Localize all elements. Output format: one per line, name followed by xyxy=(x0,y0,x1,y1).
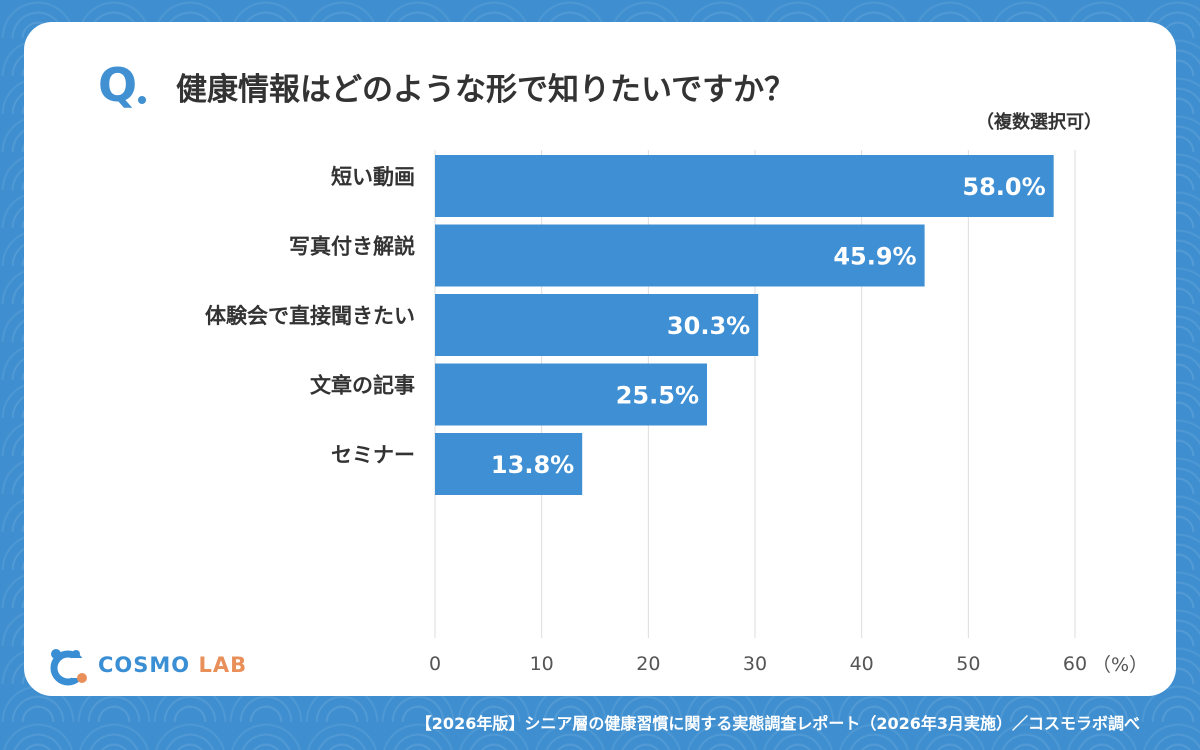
x-tick-label: 10 xyxy=(530,653,554,675)
bar xyxy=(435,224,925,287)
cosmo-lab-logo: COSMO LAB xyxy=(46,644,246,688)
x-tick-label: 60 xyxy=(1063,653,1087,675)
bar xyxy=(435,294,759,356)
logo-text-cosmo: COSMO xyxy=(98,653,191,677)
question-q-mark: Q xyxy=(98,58,138,112)
card xyxy=(24,22,1176,696)
x-tick-label: 40 xyxy=(850,653,874,675)
x-tick-label: 20 xyxy=(636,653,660,675)
bar xyxy=(435,433,583,495)
category-label: 写真付き解説 xyxy=(289,235,415,259)
x-tick-label: 50 xyxy=(956,653,980,675)
x-axis-unit: （%） xyxy=(1092,654,1149,676)
bar xyxy=(435,155,1054,217)
category-label: 体験会で直接聞きたい xyxy=(205,304,415,328)
q-dot xyxy=(138,96,146,104)
source-footer: 【2026年版】シニア層の健康習慣に関する実態調査レポート（2026年3月実施）… xyxy=(415,714,1140,733)
bar xyxy=(435,363,707,426)
value-label: 30.3% xyxy=(667,312,750,340)
category-label: セミナー xyxy=(331,443,415,467)
multiple-choice-note: （複数選択可） xyxy=(976,112,1102,133)
x-tick-label: 0 xyxy=(429,653,441,675)
category-label: 文章の記事 xyxy=(310,374,415,398)
x-tick-label: 30 xyxy=(743,653,767,675)
logo-text-lab: LAB xyxy=(198,653,248,677)
question-title: 健康情報はどのような形で知りたいですか？ xyxy=(176,72,796,108)
value-label: 25.5% xyxy=(616,382,699,410)
value-label: 45.9% xyxy=(833,243,916,271)
value-label: 13.8% xyxy=(491,451,574,479)
value-label: 58.0% xyxy=(962,173,1045,201)
cosmo-lab-logo-icon xyxy=(50,649,87,686)
category-label: 短い動画 xyxy=(331,165,415,189)
